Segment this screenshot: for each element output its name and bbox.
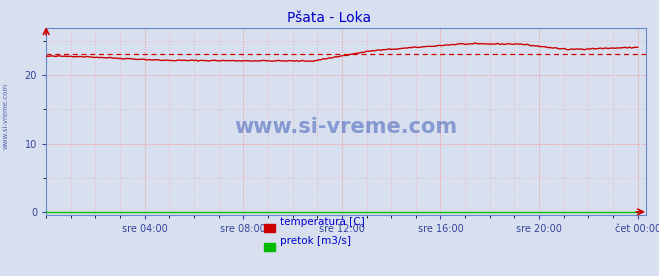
Text: pretok [m3/s]: pretok [m3/s] <box>280 237 351 246</box>
Text: www.si-vreme.com: www.si-vreme.com <box>2 83 9 149</box>
Text: Pšata - Loka: Pšata - Loka <box>287 11 372 25</box>
Text: temperatura [C]: temperatura [C] <box>280 217 365 227</box>
Text: www.si-vreme.com: www.si-vreme.com <box>235 117 457 137</box>
